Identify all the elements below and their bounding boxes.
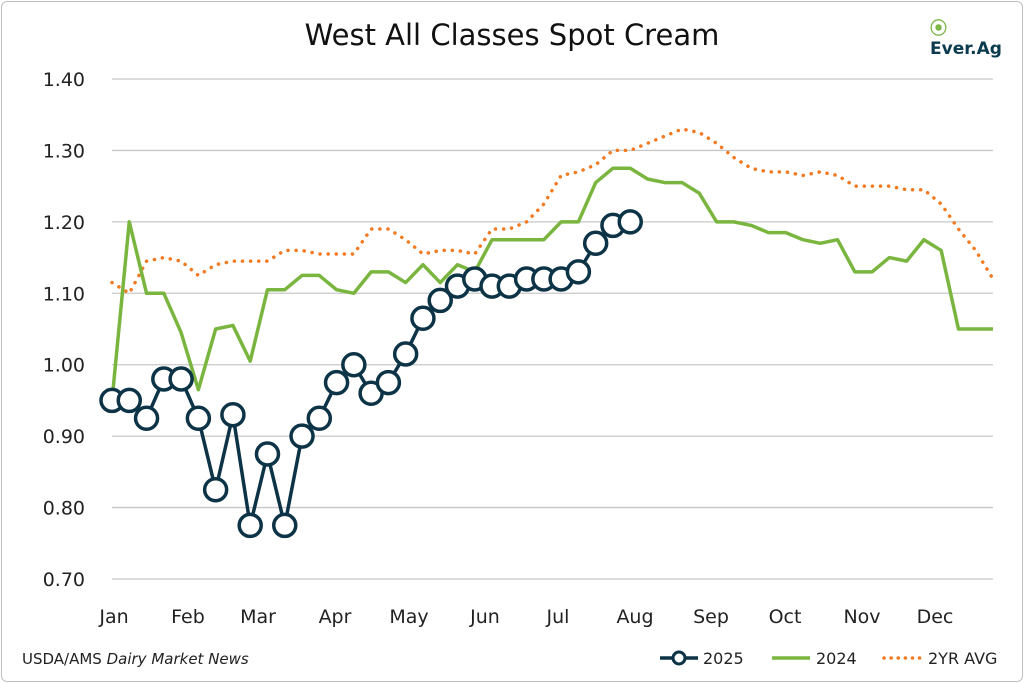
series-2025-point bbox=[582, 230, 609, 257]
x-tick-label: Feb bbox=[171, 606, 205, 628]
x-tick-label: Jun bbox=[469, 606, 500, 628]
series-2025-point bbox=[410, 305, 436, 332]
legend-avg-label: 2YR AVG bbox=[928, 649, 997, 668]
series-2025-point bbox=[565, 259, 592, 285]
series-2025-point bbox=[617, 209, 643, 235]
series-2025-point bbox=[220, 401, 246, 428]
source-note: USDA/AMS Dairy Market News bbox=[22, 650, 249, 668]
chart-title: West All Classes Spot Cream bbox=[304, 18, 720, 52]
logo-text: Ever.Ag bbox=[930, 39, 1002, 59]
y-tick-label: 1.10 bbox=[43, 283, 85, 305]
series-2025-point bbox=[427, 287, 453, 314]
series-2025-point bbox=[306, 405, 333, 432]
y-tick-label: 0.90 bbox=[43, 426, 85, 448]
series-2025-point bbox=[254, 441, 281, 467]
x-tick-label: May bbox=[389, 606, 428, 628]
series-2024-line bbox=[110, 166, 993, 401]
series-2025-point bbox=[375, 369, 402, 396]
y-tick-label: 1.20 bbox=[43, 212, 85, 234]
logo-mark-icon: ⦿ bbox=[930, 19, 947, 39]
series-2025-point bbox=[168, 366, 194, 392]
series-2025-point bbox=[116, 387, 143, 414]
x-tick-label: Nov bbox=[843, 606, 880, 628]
x-tick-label: Sep bbox=[693, 606, 729, 628]
y-tick-label: 1.30 bbox=[43, 140, 85, 162]
series-2025-point bbox=[392, 341, 419, 367]
series-2yr-avg-line bbox=[110, 127, 995, 296]
source-prefix: USDA/AMS bbox=[22, 650, 107, 668]
series-2025-point bbox=[341, 351, 367, 378]
source-italic: Dairy Market News bbox=[106, 650, 249, 668]
x-tick-label: Dec bbox=[917, 606, 954, 628]
x-tick-label: Jul bbox=[546, 606, 570, 628]
series-2025-point bbox=[237, 512, 263, 539]
legend-2024-label: 2024 bbox=[816, 649, 857, 668]
series-2025-point bbox=[289, 423, 315, 449]
y-tick-label: 0.70 bbox=[43, 569, 85, 591]
series-2025-point bbox=[271, 512, 298, 539]
y-tick-label: 1.00 bbox=[43, 355, 85, 377]
legend-2025-marker bbox=[671, 650, 687, 666]
x-tick-label: Jan bbox=[98, 606, 128, 628]
series-2025-point bbox=[202, 476, 229, 503]
ever-ag-logo: ⦿ Ever.Ag bbox=[930, 14, 1024, 59]
series-2025-point bbox=[133, 405, 160, 432]
x-tick-label: Mar bbox=[240, 606, 276, 628]
y-tick-label: 1.40 bbox=[43, 69, 85, 91]
x-tick-label: Apr bbox=[319, 606, 352, 628]
series-2025-point bbox=[323, 369, 350, 396]
x-tick-label: Oct bbox=[769, 606, 802, 628]
legend-2025-label: 2025 bbox=[703, 649, 744, 668]
x-tick-label: Aug bbox=[616, 606, 653, 628]
y-tick-label: 0.80 bbox=[43, 498, 85, 520]
series-2025-point bbox=[185, 405, 212, 432]
